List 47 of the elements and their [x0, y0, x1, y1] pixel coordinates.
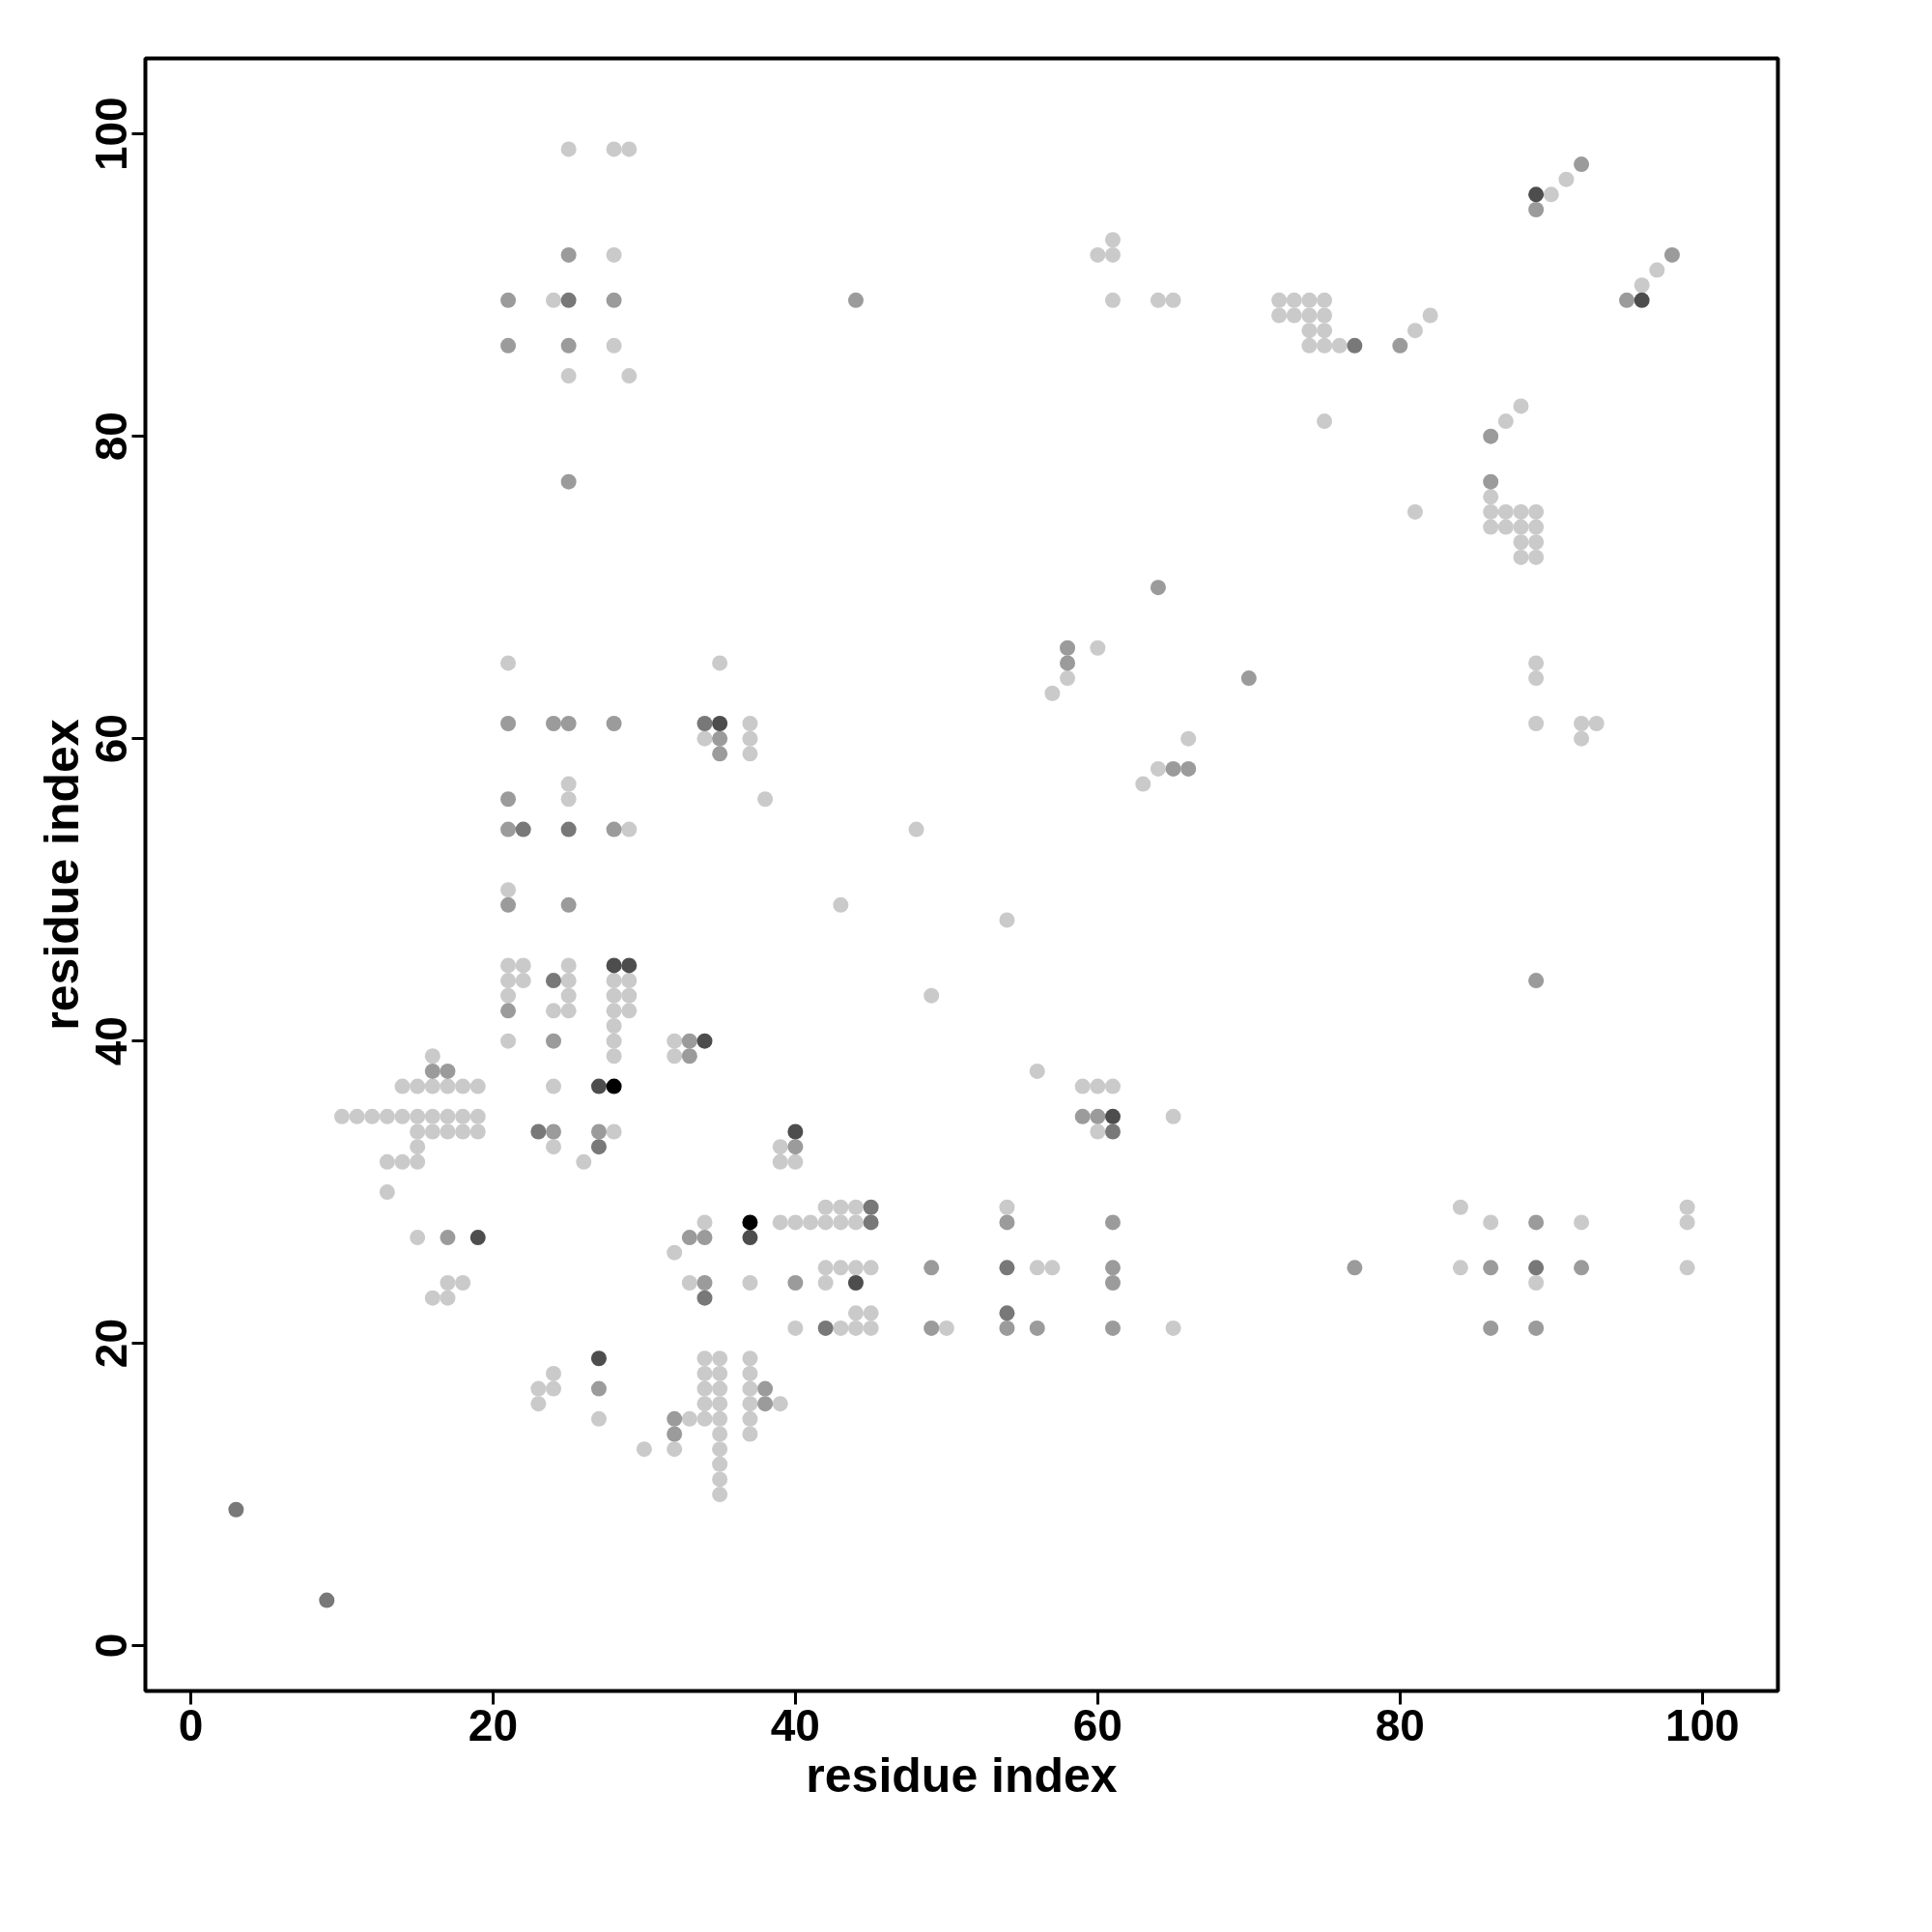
x-tick-label: 100 [1664, 1699, 1740, 1750]
point [863, 1199, 879, 1215]
point [530, 1123, 547, 1140]
x-tick-label: 60 [1072, 1699, 1122, 1750]
point [546, 973, 561, 989]
point [560, 821, 577, 838]
point [696, 716, 713, 731]
point [1528, 186, 1545, 203]
point [1634, 292, 1650, 308]
point [1528, 1260, 1545, 1276]
point [1104, 1108, 1121, 1124]
point [1104, 1123, 1121, 1140]
x-axis-title: residue index [806, 1747, 1118, 1803]
point [319, 1592, 335, 1608]
point [228, 1501, 244, 1518]
point [817, 1320, 834, 1336]
x-tick-label: 20 [468, 1699, 518, 1750]
point [469, 1230, 486, 1246]
y-tick-label: 0 [86, 1633, 137, 1659]
point [742, 1214, 758, 1231]
point [696, 1290, 713, 1306]
point [999, 1260, 1015, 1276]
point [590, 1078, 607, 1094]
point [712, 716, 728, 731]
x-tick-label: 80 [1375, 1699, 1425, 1750]
y-tick-label: 80 [86, 412, 137, 462]
point [606, 957, 622, 974]
point [999, 1305, 1015, 1321]
point [847, 1275, 864, 1291]
y-tick-label: 20 [86, 1319, 137, 1369]
point [590, 1350, 607, 1367]
y-axis-title: residue index [34, 719, 89, 1031]
point [787, 1123, 804, 1140]
point [696, 1033, 713, 1049]
point [515, 821, 531, 838]
point [621, 957, 638, 974]
point [742, 1230, 758, 1246]
y-tick-label: 100 [86, 97, 137, 172]
x-tick-label: 40 [770, 1699, 820, 1750]
x-tick-label: 0 [178, 1699, 204, 1750]
point [560, 292, 577, 308]
point [1347, 337, 1363, 354]
y-tick-label: 60 [86, 714, 137, 764]
y-tick-label: 40 [86, 1016, 137, 1066]
point [590, 1139, 607, 1155]
point [606, 1078, 622, 1094]
point [863, 1214, 879, 1231]
